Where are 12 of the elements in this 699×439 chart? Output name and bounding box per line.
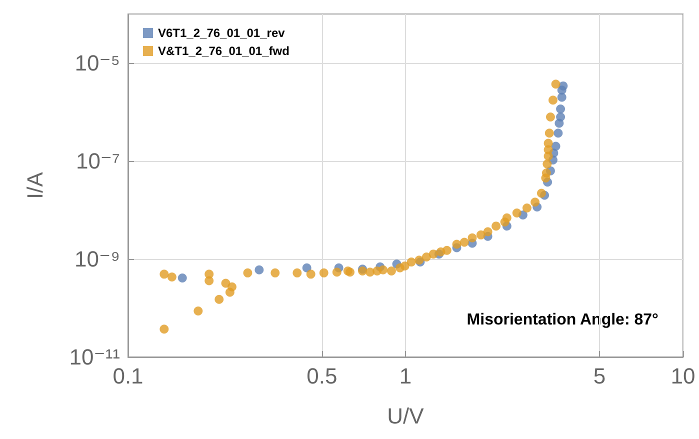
x-tick-label: 1 [399,364,412,388]
y-tick-label: 10⁻⁵ [74,50,120,76]
x-tick-label: 0.5 [306,364,338,388]
legend-label: V6T1_2_76_01_01_rev [158,26,286,40]
y-tick-label: 10⁻⁹ [74,246,120,272]
annotation: Misorientation Angle: 87° [466,312,658,328]
x-tick-label: 10 [670,364,696,388]
legend-label: V&T1_2_76_01_01_fwd [158,44,290,58]
x-axis-title: U/V [387,404,424,428]
y-axis-title: I/A [22,172,48,199]
y-tick-label: 10⁻⁷ [76,148,120,174]
x-tick-label: 5 [593,364,606,388]
